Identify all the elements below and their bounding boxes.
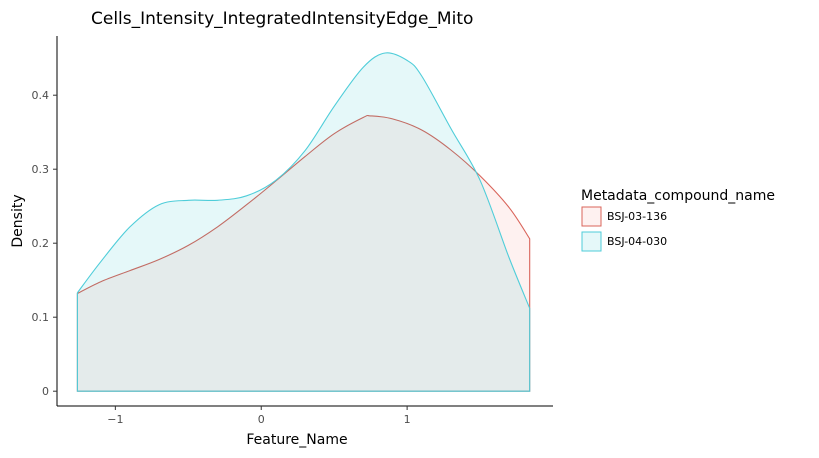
x-tick-label: 1 — [404, 413, 411, 426]
legend: Metadata_compound_name BSJ-03-136 BSJ-04-… — [581, 188, 775, 252]
plot-area — [76, 52, 531, 392]
legend-title: Metadata_compound_name — [581, 188, 775, 204]
x-axis-title: Feature_Name — [246, 432, 347, 448]
y-axis-title: Density — [10, 194, 26, 247]
y-tick-label: 0 — [42, 385, 49, 398]
density-area-2 — [76, 52, 531, 392]
legend-swatch-1 — [581, 206, 602, 227]
axis-ticks: −1 0 1 0 0.1 0.2 0.3 0.4 — [32, 89, 411, 426]
chart-title: Cells_Intensity_IntegratedIntensityEdge_… — [91, 9, 473, 29]
x-tick-label: 0 — [258, 413, 265, 426]
x-tick-label: −1 — [107, 413, 123, 426]
y-tick-label: 0.4 — [32, 89, 50, 102]
y-tick-label: 0.2 — [32, 237, 50, 250]
density-area-1 — [76, 114, 531, 392]
y-tick-label: 0.1 — [32, 311, 50, 324]
y-tick-label: 0.3 — [32, 163, 50, 176]
legend-swatch-2 — [581, 231, 602, 252]
legend-label-2: BSJ-04-030 — [607, 235, 667, 248]
legend-label-1: BSJ-03-136 — [607, 210, 667, 223]
